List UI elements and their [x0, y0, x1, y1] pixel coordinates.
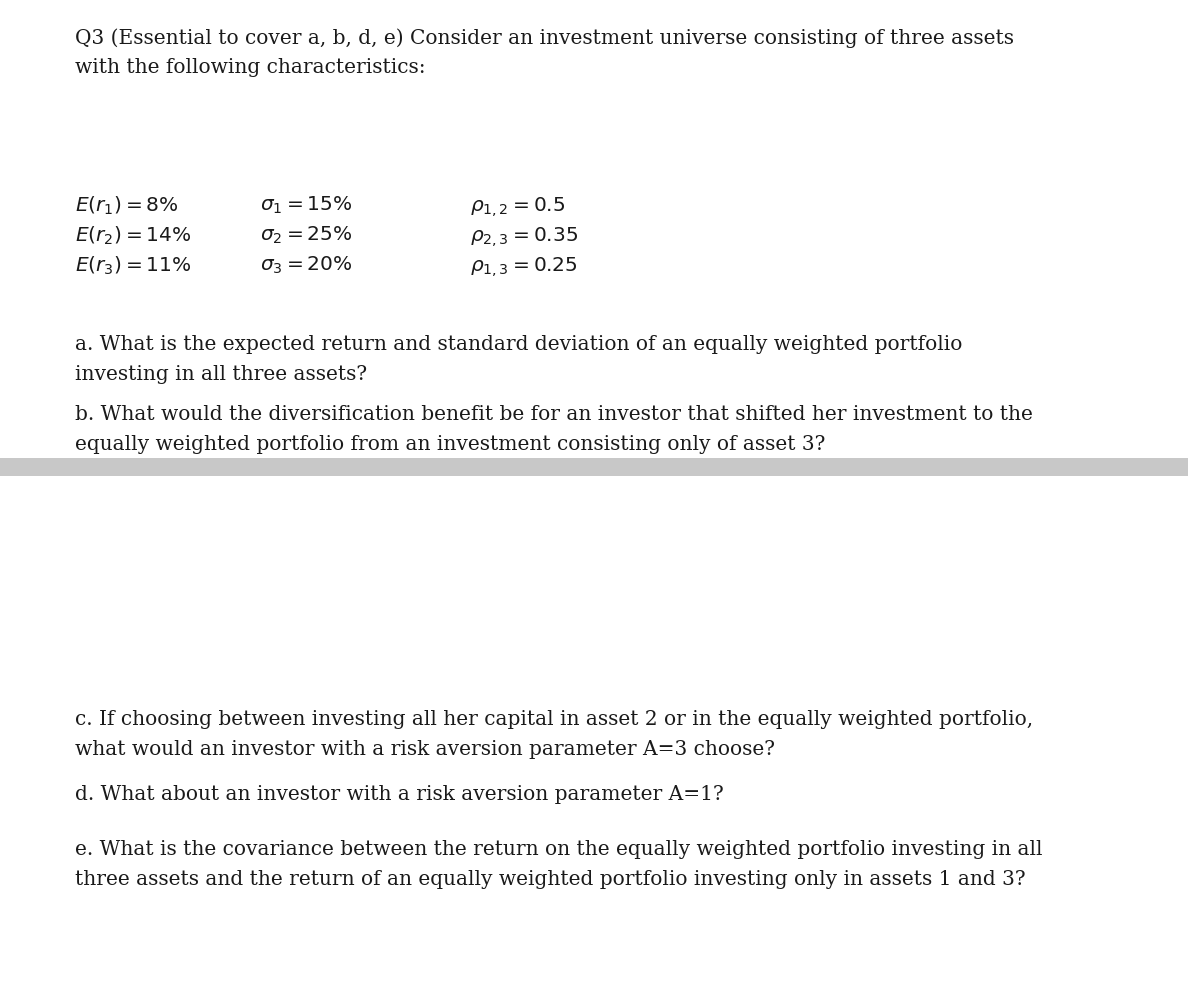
Text: equally weighted portfolio from an investment consisting only of asset 3?: equally weighted portfolio from an inves… — [75, 435, 826, 454]
Text: c. If choosing between investing all her capital in asset 2 or in the equally we: c. If choosing between investing all her… — [75, 710, 1034, 729]
Text: $\rho_{2,3} = 0.35$: $\rho_{2,3} = 0.35$ — [470, 225, 579, 249]
Text: a. What is the expected return and standard deviation of an equally weighted por: a. What is the expected return and stand… — [75, 335, 962, 354]
Text: $\sigma_2 = 25\%$: $\sigma_2 = 25\%$ — [260, 225, 353, 247]
Text: $E(r_1) = 8\%$: $E(r_1) = 8\%$ — [75, 195, 178, 218]
Text: investing in all three assets?: investing in all three assets? — [75, 365, 367, 384]
Text: b. What would the diversification benefit be for an investor that shifted her in: b. What would the diversification benefi… — [75, 405, 1032, 424]
Text: $E(r_2) = 14\%$: $E(r_2) = 14\%$ — [75, 225, 191, 248]
Text: $\sigma_3 = 20\%$: $\sigma_3 = 20\%$ — [260, 255, 353, 276]
Text: $\rho_{1,2} = 0.5$: $\rho_{1,2} = 0.5$ — [470, 195, 565, 219]
Text: d. What about an investor with a risk aversion parameter A=1?: d. What about an investor with a risk av… — [75, 785, 723, 804]
Text: $\sigma_1 = 15\%$: $\sigma_1 = 15\%$ — [260, 195, 353, 217]
Text: with the following characteristics:: with the following characteristics: — [75, 58, 425, 77]
Text: Q3 (Essential to cover a, b, d, e) Consider an investment universe consisting of: Q3 (Essential to cover a, b, d, e) Consi… — [75, 28, 1015, 47]
Text: three assets and the return of an equally weighted portfolio investing only in a: three assets and the return of an equall… — [75, 870, 1025, 889]
Text: $E(r_3) = 11\%$: $E(r_3) = 11\%$ — [75, 255, 191, 277]
Text: $\rho_{1,3} = 0.25$: $\rho_{1,3} = 0.25$ — [470, 255, 577, 279]
Text: e. What is the covariance between the return on the equally weighted portfolio i: e. What is the covariance between the re… — [75, 840, 1043, 859]
Bar — [0, 458, 1188, 476]
Text: what would an investor with a risk aversion parameter A=3 choose?: what would an investor with a risk avers… — [75, 740, 775, 759]
